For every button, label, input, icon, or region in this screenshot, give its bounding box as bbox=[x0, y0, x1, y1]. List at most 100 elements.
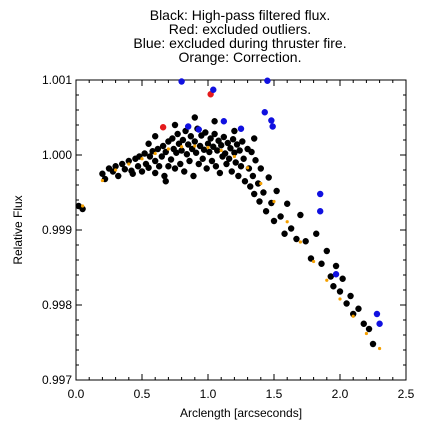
data-point bbox=[252, 157, 259, 164]
data-point bbox=[79, 205, 86, 213]
data-point bbox=[339, 275, 346, 282]
data-point bbox=[332, 271, 340, 278]
data-point bbox=[206, 145, 210, 150]
data-point bbox=[264, 77, 271, 84]
y-axis-label: Relative Flux bbox=[11, 195, 25, 264]
data-point bbox=[159, 142, 167, 150]
data-point bbox=[185, 141, 192, 148]
data-point bbox=[237, 163, 245, 170]
data-point bbox=[343, 300, 350, 307]
data-point bbox=[265, 174, 272, 181]
data-point bbox=[153, 151, 157, 156]
data-point bbox=[141, 150, 148, 157]
data-point bbox=[365, 325, 373, 333]
data-point bbox=[129, 170, 136, 177]
data-point bbox=[112, 163, 119, 170]
data-point bbox=[228, 168, 235, 175]
data-point bbox=[262, 208, 270, 215]
data-point bbox=[179, 136, 187, 144]
data-point bbox=[260, 189, 267, 196]
data-point bbox=[239, 138, 246, 145]
data-point bbox=[237, 125, 245, 132]
data-point bbox=[369, 340, 377, 348]
y-axis-ticks bbox=[76, 79, 406, 381]
data-point bbox=[272, 199, 276, 204]
data-point bbox=[338, 297, 342, 301]
data-point bbox=[350, 310, 357, 318]
data-point bbox=[332, 262, 340, 270]
data-point bbox=[115, 172, 122, 180]
data-point bbox=[273, 187, 280, 195]
data-point bbox=[297, 211, 304, 219]
data-point bbox=[195, 126, 202, 133]
x-axis-label: Arclength [arcseconds] bbox=[180, 406, 302, 420]
plot-frame bbox=[75, 79, 407, 381]
data-point bbox=[161, 172, 168, 180]
data-point bbox=[251, 135, 258, 142]
data-point bbox=[187, 133, 195, 140]
data-point bbox=[373, 310, 381, 318]
data-point bbox=[152, 133, 159, 140]
data-point bbox=[211, 130, 218, 138]
data-point bbox=[165, 163, 172, 170]
x-tick-label: 1.5 bbox=[266, 387, 283, 401]
data-point bbox=[185, 123, 192, 130]
data-point bbox=[223, 160, 230, 168]
data-points bbox=[75, 77, 383, 351]
data-point bbox=[178, 78, 185, 85]
data-point bbox=[167, 156, 175, 163]
data-point bbox=[327, 273, 334, 280]
data-point bbox=[317, 208, 324, 215]
data-point bbox=[220, 118, 228, 125]
series-4 bbox=[81, 144, 382, 351]
data-point bbox=[183, 151, 191, 158]
data-point bbox=[268, 117, 275, 124]
x-tick-label: 0.0 bbox=[68, 387, 85, 401]
data-point bbox=[248, 148, 255, 156]
data-point bbox=[152, 157, 159, 165]
x-tick-label: 2.5 bbox=[398, 387, 415, 401]
title-line-3: Blue: excluded during thruster fire. bbox=[133, 35, 346, 51]
data-point bbox=[219, 148, 223, 153]
data-point bbox=[293, 235, 300, 243]
data-point bbox=[186, 157, 193, 165]
y-tick-label: 1.001 bbox=[42, 73, 72, 87]
data-point bbox=[249, 172, 257, 180]
data-point bbox=[158, 153, 165, 160]
chart-title: Black: High-pass filtered flux. Red: exc… bbox=[133, 7, 346, 65]
data-point bbox=[224, 139, 231, 147]
data-point bbox=[336, 288, 344, 295]
data-point bbox=[192, 149, 200, 156]
data-point bbox=[214, 147, 221, 154]
data-point bbox=[177, 160, 184, 168]
data-point bbox=[138, 168, 146, 175]
data-point bbox=[146, 153, 154, 160]
data-point bbox=[313, 230, 320, 237]
data-point bbox=[256, 198, 263, 205]
data-point bbox=[378, 346, 382, 351]
data-point bbox=[202, 129, 209, 136]
data-point bbox=[216, 169, 224, 177]
data-point bbox=[121, 166, 129, 173]
data-point bbox=[232, 154, 236, 159]
data-point bbox=[162, 148, 169, 156]
data-point bbox=[195, 160, 202, 168]
data-point bbox=[207, 135, 214, 142]
data-point bbox=[199, 155, 206, 162]
data-point bbox=[159, 124, 167, 131]
data-point bbox=[218, 142, 225, 149]
data-point bbox=[231, 149, 238, 156]
y-tick-label: 0.999 bbox=[42, 223, 72, 237]
data-point bbox=[351, 314, 355, 318]
data-point bbox=[191, 114, 198, 121]
data-point bbox=[347, 292, 354, 300]
data-point bbox=[181, 168, 188, 175]
data-point bbox=[251, 190, 258, 198]
data-point bbox=[231, 127, 238, 135]
data-point bbox=[330, 283, 337, 290]
x-tick-label: 0.5 bbox=[134, 387, 151, 401]
data-point bbox=[241, 178, 249, 185]
series-1 bbox=[75, 114, 377, 348]
data-point bbox=[190, 172, 197, 180]
